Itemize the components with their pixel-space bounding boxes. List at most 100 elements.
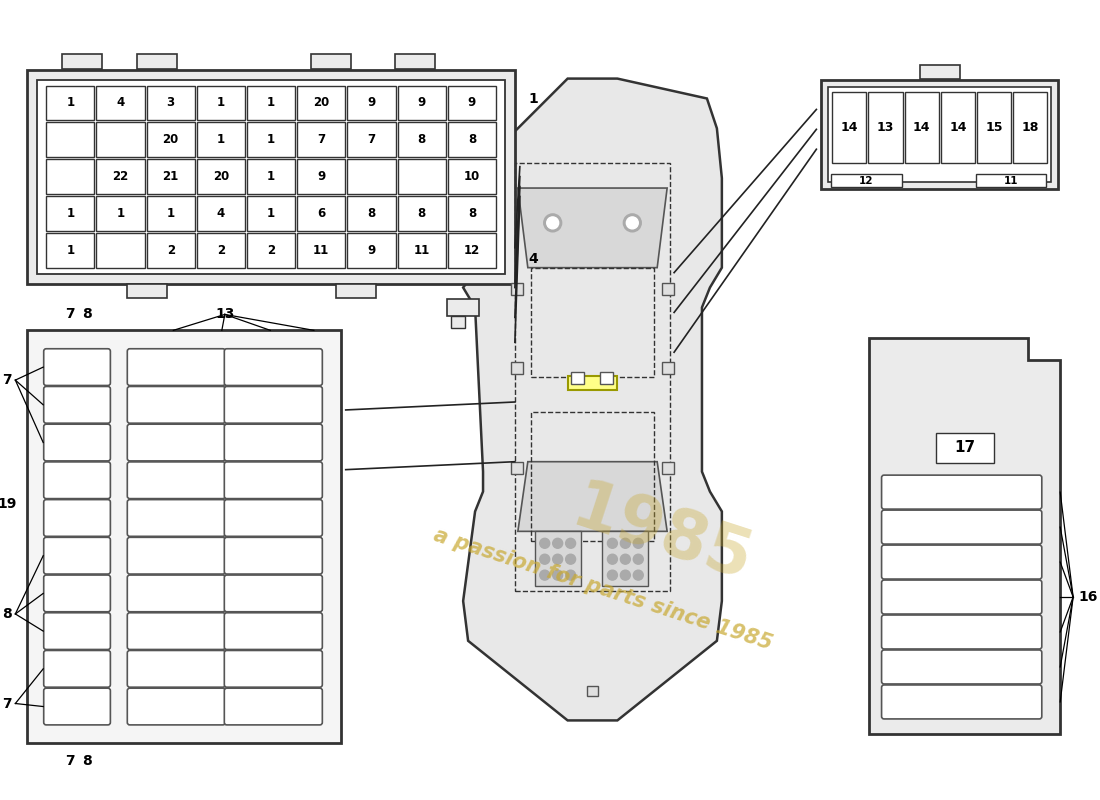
Circle shape: [552, 570, 562, 580]
Text: 17: 17: [954, 440, 976, 455]
Text: 1: 1: [66, 207, 75, 220]
FancyBboxPatch shape: [44, 424, 110, 461]
Polygon shape: [518, 188, 667, 268]
Text: 14: 14: [949, 121, 967, 134]
Text: 8: 8: [82, 754, 92, 768]
Bar: [662, 462, 674, 474]
FancyBboxPatch shape: [44, 688, 110, 725]
FancyBboxPatch shape: [881, 685, 1042, 719]
Bar: [311, 54, 351, 69]
FancyBboxPatch shape: [44, 462, 110, 498]
Bar: [833, 91, 867, 163]
Bar: [515, 163, 670, 591]
Bar: [197, 86, 245, 120]
FancyBboxPatch shape: [881, 580, 1042, 614]
Bar: [832, 174, 902, 187]
Text: 1: 1: [166, 207, 175, 220]
Bar: [297, 196, 345, 231]
Bar: [397, 233, 446, 268]
Bar: [248, 196, 295, 231]
Circle shape: [552, 538, 562, 548]
Bar: [397, 86, 446, 120]
Text: 8: 8: [2, 607, 12, 621]
Bar: [46, 233, 95, 268]
Text: 16: 16: [1078, 590, 1098, 604]
Circle shape: [607, 554, 617, 564]
Bar: [46, 86, 95, 120]
Text: 18: 18: [1022, 121, 1038, 134]
Text: 1985: 1985: [563, 474, 760, 594]
Text: 12: 12: [464, 244, 480, 257]
Bar: [146, 159, 195, 194]
Bar: [662, 282, 674, 294]
Bar: [828, 86, 1052, 182]
Bar: [97, 159, 144, 194]
Text: 1: 1: [267, 97, 275, 110]
Bar: [397, 159, 446, 194]
FancyBboxPatch shape: [128, 424, 226, 461]
Text: 20: 20: [314, 97, 329, 110]
Circle shape: [540, 538, 550, 548]
Circle shape: [607, 570, 617, 580]
Bar: [535, 531, 581, 586]
Bar: [940, 91, 975, 163]
FancyBboxPatch shape: [128, 575, 226, 612]
Bar: [248, 233, 295, 268]
Text: 9: 9: [367, 97, 375, 110]
Bar: [146, 86, 195, 120]
Text: 11: 11: [414, 244, 430, 257]
Text: 1: 1: [66, 97, 75, 110]
Text: 4: 4: [529, 252, 539, 266]
FancyBboxPatch shape: [128, 650, 226, 687]
Text: 7: 7: [2, 373, 12, 387]
FancyBboxPatch shape: [224, 575, 322, 612]
Circle shape: [624, 214, 641, 232]
Text: 8: 8: [82, 307, 92, 322]
Circle shape: [547, 217, 559, 229]
Bar: [97, 122, 144, 157]
FancyBboxPatch shape: [224, 688, 322, 725]
Circle shape: [620, 554, 630, 564]
Polygon shape: [869, 338, 1060, 734]
Bar: [976, 174, 1046, 187]
Text: 2: 2: [217, 244, 226, 257]
Bar: [297, 159, 345, 194]
Bar: [531, 268, 654, 377]
Bar: [248, 122, 295, 157]
Text: 2: 2: [267, 244, 275, 257]
Bar: [297, 86, 345, 120]
Bar: [397, 196, 446, 231]
Bar: [451, 317, 465, 328]
Bar: [97, 86, 144, 120]
Circle shape: [543, 214, 562, 232]
Text: 20: 20: [163, 134, 179, 146]
Text: 7: 7: [65, 307, 75, 322]
Text: 8: 8: [468, 134, 476, 146]
FancyBboxPatch shape: [128, 500, 226, 536]
Text: 21: 21: [163, 170, 179, 183]
FancyBboxPatch shape: [224, 386, 322, 423]
FancyBboxPatch shape: [44, 613, 110, 650]
Bar: [46, 159, 95, 194]
Text: 7: 7: [367, 134, 375, 146]
Text: 1: 1: [267, 207, 275, 220]
Bar: [197, 122, 245, 157]
Bar: [396, 54, 436, 69]
Bar: [336, 283, 375, 298]
Circle shape: [634, 554, 643, 564]
Bar: [869, 91, 903, 163]
Text: 15: 15: [986, 121, 1003, 134]
Text: 1: 1: [217, 134, 226, 146]
FancyBboxPatch shape: [44, 349, 110, 386]
FancyBboxPatch shape: [881, 545, 1042, 579]
Circle shape: [634, 538, 643, 548]
Bar: [348, 196, 396, 231]
Bar: [586, 686, 598, 695]
Polygon shape: [518, 462, 667, 531]
Text: 1: 1: [267, 170, 275, 183]
Text: 4: 4: [117, 97, 124, 110]
Text: 12: 12: [859, 175, 873, 186]
Bar: [348, 233, 396, 268]
FancyBboxPatch shape: [224, 500, 322, 536]
Text: 1: 1: [529, 93, 539, 106]
